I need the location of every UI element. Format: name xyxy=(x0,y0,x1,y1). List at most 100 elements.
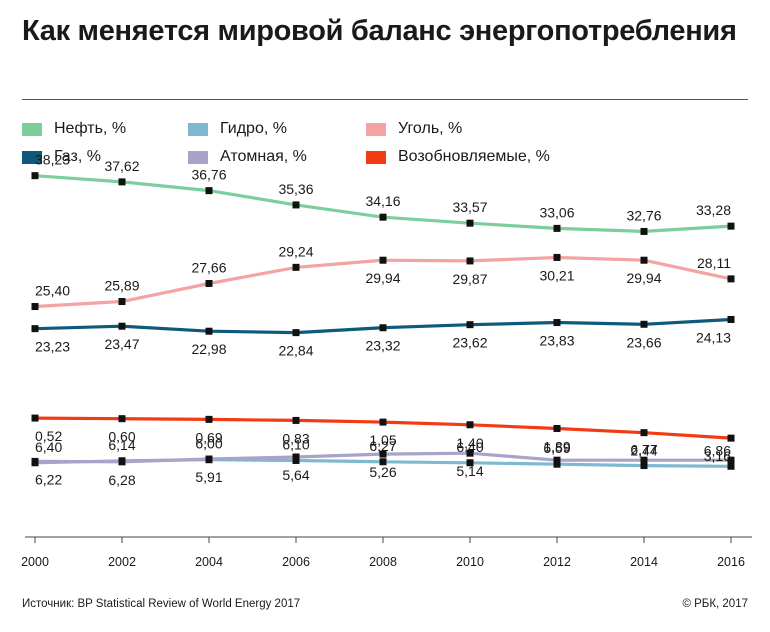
data-label: 29,87 xyxy=(452,271,487,287)
x-tick-label: 2014 xyxy=(630,555,658,569)
data-point xyxy=(640,227,648,235)
data-point xyxy=(379,418,387,426)
data-point xyxy=(118,178,126,186)
x-tick-label: 2016 xyxy=(717,555,745,569)
data-label: 25,40 xyxy=(35,283,70,299)
data-label: 1,89 xyxy=(543,439,570,455)
data-label: 0,69 xyxy=(195,429,222,445)
legend-label-gas: Газ, % xyxy=(54,148,101,165)
data-label: 34,16 xyxy=(365,193,400,209)
data-point xyxy=(553,460,561,468)
x-tick-label: 2006 xyxy=(282,555,310,569)
legend-swatch-renewables xyxy=(366,150,386,164)
data-point xyxy=(727,275,735,283)
data-label: 24,13 xyxy=(696,330,731,346)
data-label: 29,24 xyxy=(278,243,313,259)
data-point xyxy=(292,201,300,209)
legend-swatch-nuclear xyxy=(188,150,208,164)
data-label: 30,21 xyxy=(539,268,574,284)
legend-swatch-gas xyxy=(22,150,42,164)
data-point xyxy=(640,320,648,328)
data-label: 27,66 xyxy=(191,260,226,276)
x-tick-label: 2012 xyxy=(543,555,571,569)
legend-swatch-oil xyxy=(22,122,42,136)
page-title: Как меняется мировой баланс энергопотреб… xyxy=(22,15,737,47)
series-line xyxy=(33,451,472,464)
data-label: 23,66 xyxy=(626,334,661,350)
title-divider xyxy=(22,99,748,100)
legend-label-oil: Нефть, % xyxy=(54,120,127,137)
data-point xyxy=(205,415,213,423)
data-point xyxy=(118,322,126,330)
copyright: © РБК, 2017 xyxy=(682,598,748,610)
data-point xyxy=(640,429,648,437)
data-point xyxy=(205,187,213,195)
data-point xyxy=(640,456,648,464)
data-point xyxy=(31,457,39,465)
data-label: 29,94 xyxy=(365,270,400,286)
data-point xyxy=(466,421,474,429)
data-label: 0,52 xyxy=(35,428,62,444)
data-label: 6,59 xyxy=(543,440,570,456)
data-label: 6,14 xyxy=(108,437,135,453)
data-point xyxy=(466,321,474,329)
data-label: 0,83 xyxy=(282,430,309,446)
data-point xyxy=(205,279,213,287)
data-point xyxy=(31,172,39,180)
data-label: 22,98 xyxy=(191,341,226,357)
data-point xyxy=(118,415,126,423)
data-point xyxy=(553,456,561,464)
x-tick-label: 2008 xyxy=(369,555,397,569)
data-point xyxy=(727,222,735,230)
data-label: 1,05 xyxy=(369,432,396,448)
data-point xyxy=(466,257,474,265)
data-label: 33,06 xyxy=(539,204,574,220)
data-point xyxy=(205,327,213,335)
data-point xyxy=(31,325,39,333)
data-label: 5,14 xyxy=(456,463,483,479)
data-label: 6,22 xyxy=(35,471,62,487)
data-label: 0,60 xyxy=(108,429,135,445)
data-point xyxy=(292,329,300,337)
data-label: 29,94 xyxy=(626,270,661,286)
data-point xyxy=(466,459,474,467)
data-label: 6,40 xyxy=(456,439,483,455)
data-label: 6,86 xyxy=(704,442,731,458)
data-point xyxy=(553,253,561,261)
data-label: 22,84 xyxy=(278,343,313,359)
data-label: 6,28 xyxy=(108,472,135,488)
x-tick-label: 2000 xyxy=(21,555,49,569)
data-point xyxy=(205,455,213,463)
data-label: 33,28 xyxy=(696,202,731,218)
data-label: 37,62 xyxy=(104,158,139,174)
data-label: 35,36 xyxy=(278,181,313,197)
data-point xyxy=(466,449,474,457)
data-point xyxy=(292,263,300,271)
data-label: 5,26 xyxy=(369,464,396,480)
legend-item-oil: Нефть, % xyxy=(22,118,126,140)
data-point xyxy=(379,324,387,332)
data-label: 6,77 xyxy=(630,442,657,458)
data-point xyxy=(553,224,561,232)
data-label: 25,89 xyxy=(104,278,139,294)
legend-label-renewables: Возобновляемые, % xyxy=(398,148,550,165)
data-point xyxy=(118,458,126,466)
legend-swatch-coal xyxy=(366,122,386,136)
legend-swatch-hydro xyxy=(188,122,208,136)
legend-item-hydro: Гидро, % xyxy=(188,118,287,140)
data-label: 6,40 xyxy=(35,439,62,455)
data-label: 23,83 xyxy=(539,333,574,349)
data-point xyxy=(727,315,735,323)
data-label: 28,11 xyxy=(697,255,731,271)
data-point xyxy=(118,298,126,306)
data-label: 3,16 xyxy=(704,448,731,464)
data-point xyxy=(640,256,648,264)
legend-label-hydro: Гидро, % xyxy=(220,120,287,137)
data-point xyxy=(31,414,39,422)
data-label: 6,00 xyxy=(195,436,222,452)
data-label: 5,91 xyxy=(195,469,222,485)
data-point xyxy=(466,219,474,227)
data-point xyxy=(553,319,561,327)
legend-item-gas: Газ, % xyxy=(22,146,101,168)
x-tick-label: 2004 xyxy=(195,555,223,569)
